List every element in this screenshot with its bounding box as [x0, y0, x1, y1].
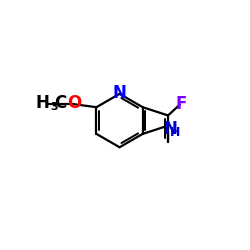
Text: N: N — [163, 120, 177, 138]
Text: O: O — [67, 94, 81, 112]
Text: H: H — [170, 126, 180, 139]
Text: C: C — [54, 94, 67, 112]
Text: F: F — [176, 95, 187, 113]
Text: H: H — [36, 94, 50, 112]
Text: N: N — [112, 84, 126, 102]
Text: 3: 3 — [51, 102, 58, 112]
